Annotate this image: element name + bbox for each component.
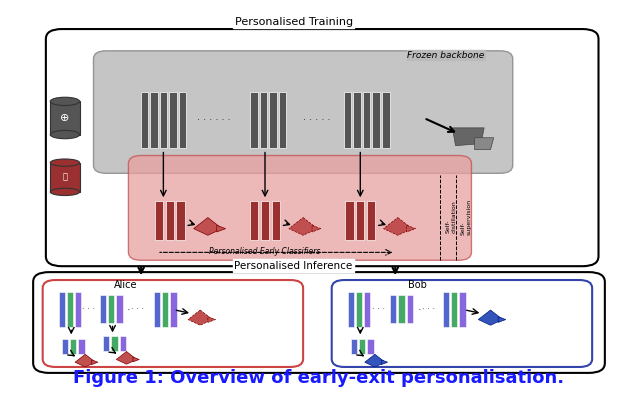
Bar: [373, 92, 380, 148]
Bar: [119, 336, 126, 351]
Text: Personalised Inference: Personalised Inference: [235, 261, 353, 271]
Bar: [170, 292, 177, 328]
Bar: [367, 201, 375, 240]
Polygon shape: [188, 310, 212, 325]
Bar: [140, 92, 148, 148]
Text: · · · · · ·: · · · · · ·: [197, 115, 231, 125]
Polygon shape: [478, 310, 503, 325]
Bar: [390, 295, 396, 324]
Polygon shape: [75, 354, 96, 367]
Polygon shape: [406, 225, 415, 232]
Bar: [155, 201, 163, 240]
Bar: [78, 339, 85, 354]
Bar: [160, 92, 167, 148]
Bar: [179, 92, 186, 148]
FancyBboxPatch shape: [46, 29, 598, 266]
Bar: [169, 92, 177, 148]
Polygon shape: [133, 357, 139, 362]
Polygon shape: [116, 351, 137, 364]
FancyBboxPatch shape: [94, 51, 513, 173]
Bar: [100, 295, 106, 324]
Bar: [459, 292, 466, 328]
Bar: [345, 201, 353, 240]
Polygon shape: [382, 360, 388, 365]
Bar: [443, 292, 449, 328]
Bar: [261, 201, 269, 240]
FancyBboxPatch shape: [128, 156, 471, 260]
Bar: [382, 92, 390, 148]
Bar: [356, 201, 364, 240]
Polygon shape: [312, 225, 321, 232]
FancyBboxPatch shape: [33, 272, 605, 373]
Text: Personalised Early Classifiers: Personalised Early Classifiers: [209, 247, 321, 256]
Bar: [50, 163, 80, 192]
Bar: [353, 92, 361, 148]
Bar: [279, 92, 286, 148]
Bar: [166, 201, 174, 240]
Bar: [59, 292, 65, 328]
Text: Self-
supervision: Self- supervision: [461, 199, 471, 235]
Text: · · ·: · · ·: [372, 305, 385, 314]
Bar: [116, 295, 122, 324]
Bar: [50, 101, 80, 135]
FancyBboxPatch shape: [43, 280, 303, 367]
Text: · · ·: · · ·: [422, 305, 436, 314]
Text: 👤: 👤: [63, 173, 68, 182]
Polygon shape: [475, 138, 494, 150]
Bar: [111, 336, 117, 351]
Bar: [260, 92, 267, 148]
Bar: [250, 92, 258, 148]
Text: · · ·: · · ·: [131, 305, 145, 314]
Ellipse shape: [50, 188, 80, 195]
Bar: [344, 92, 352, 148]
Polygon shape: [92, 360, 98, 365]
Ellipse shape: [50, 159, 80, 166]
Polygon shape: [217, 225, 226, 232]
Text: ⊕: ⊕: [60, 113, 70, 123]
Bar: [269, 92, 277, 148]
Bar: [451, 292, 457, 328]
Bar: [150, 92, 158, 148]
Bar: [356, 292, 362, 328]
Ellipse shape: [50, 131, 80, 139]
Polygon shape: [193, 218, 222, 235]
Ellipse shape: [50, 97, 80, 105]
Bar: [398, 295, 404, 324]
Polygon shape: [289, 218, 317, 235]
Bar: [176, 201, 184, 240]
Text: Self-
distillation: Self- distillation: [446, 201, 457, 233]
Bar: [367, 339, 374, 354]
Bar: [250, 201, 258, 240]
Bar: [62, 339, 68, 354]
Bar: [348, 292, 354, 328]
Text: ·: ·: [126, 304, 130, 315]
Text: Figure 1: Overview of early-exit personalisation.: Figure 1: Overview of early-exit persona…: [73, 369, 565, 387]
Bar: [272, 201, 280, 240]
Bar: [67, 292, 73, 328]
Text: Bob: Bob: [408, 280, 427, 290]
Bar: [70, 339, 77, 354]
Text: · · · · ·: · · · · ·: [302, 115, 330, 125]
Polygon shape: [452, 128, 484, 146]
FancyBboxPatch shape: [332, 280, 592, 367]
Polygon shape: [365, 354, 385, 367]
Bar: [154, 292, 160, 328]
Bar: [75, 292, 82, 328]
Bar: [363, 92, 371, 148]
Bar: [103, 336, 109, 351]
Bar: [364, 292, 371, 328]
Bar: [351, 339, 357, 354]
Text: Alice: Alice: [114, 280, 137, 290]
Bar: [108, 295, 114, 324]
Text: Frozen backbone: Frozen backbone: [408, 51, 485, 60]
Bar: [406, 295, 413, 324]
Polygon shape: [498, 317, 506, 322]
Bar: [359, 339, 366, 354]
Text: Personalised Training: Personalised Training: [235, 17, 353, 27]
Text: ·: ·: [417, 304, 421, 315]
Polygon shape: [383, 218, 412, 235]
Polygon shape: [208, 317, 216, 322]
Bar: [162, 292, 168, 328]
Text: · · ·: · · ·: [82, 305, 95, 314]
